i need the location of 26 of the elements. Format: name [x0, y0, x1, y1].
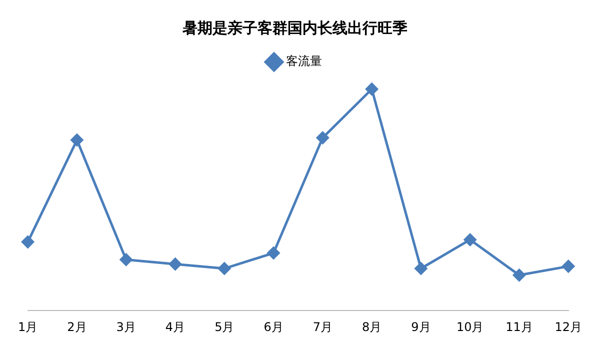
point [22, 236, 34, 248]
x-tick-label: 8月 [362, 320, 382, 334]
point [168, 258, 182, 270]
point [464, 233, 476, 246]
point [316, 132, 329, 144]
x-tick-label: 10月 [456, 320, 484, 334]
x-tick-label: 7月 [312, 320, 332, 334]
point [414, 262, 428, 275]
point [120, 253, 132, 266]
x-tick-label: 2月 [67, 320, 87, 334]
x-tick-label: 6月 [264, 320, 284, 334]
chart-title: 暑期是亲子客群国内长线出行旺季 [182, 18, 408, 37]
x-tick-label: 11月 [506, 320, 533, 334]
x-tick-label: 12月 [554, 320, 582, 334]
x-tick-label: 1月 [18, 320, 38, 334]
x-tick-label: 9月 [411, 320, 431, 334]
x-tick-label: 5月 [214, 320, 234, 334]
point [562, 260, 575, 273]
point [512, 268, 526, 282]
point [366, 82, 378, 96]
x-tick-label: 3月 [116, 320, 136, 334]
point [218, 262, 231, 275]
x-tick-label: 4月 [165, 320, 186, 334]
point [70, 134, 84, 146]
legend-label: 客流量 [286, 54, 322, 68]
point [267, 246, 280, 260]
